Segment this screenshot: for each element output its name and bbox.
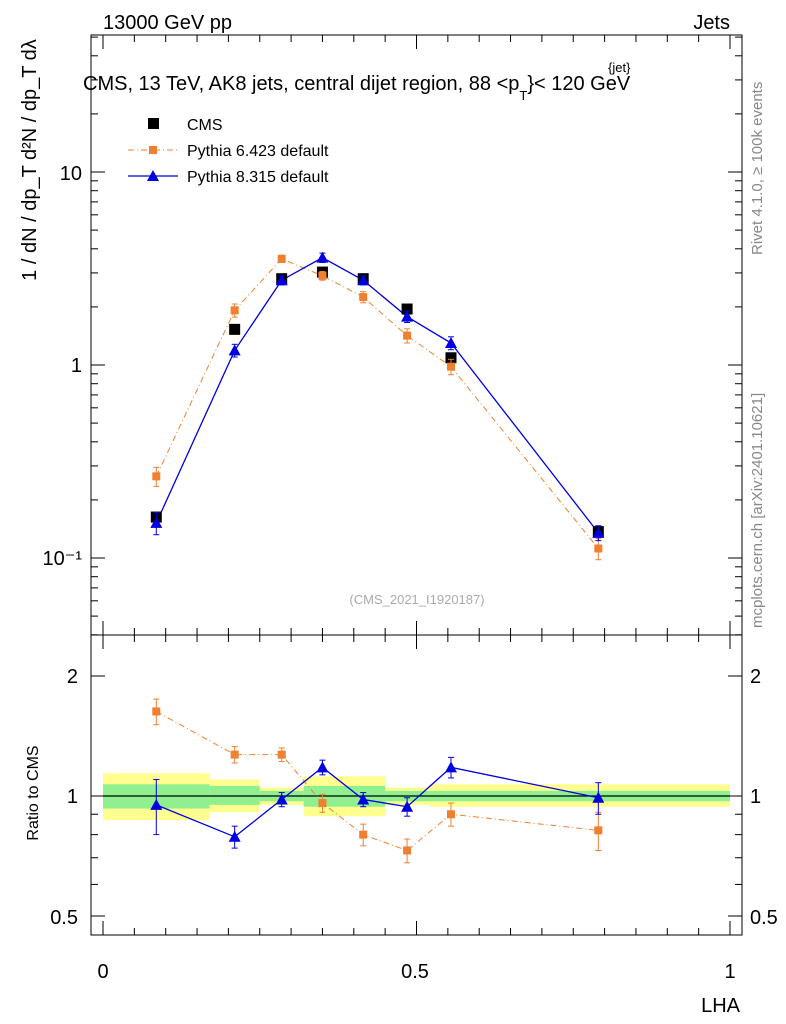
ratio-pythia6-point-4 (359, 830, 368, 839)
legend: CMS Pythia 6.423 default Pythia 8.315 de… (128, 117, 329, 186)
ratio-y-tick-label-0-5: 0.5 (50, 907, 78, 929)
ratio-y-tick-label-0-5-right: 0.5 (750, 907, 778, 929)
ratio-pythia8-point-6 (444, 761, 457, 773)
x-tick-label-0: 0 (97, 961, 108, 983)
x-tick-label-0-5: 0.5 (401, 961, 429, 983)
pythia6-point-1 (230, 306, 239, 315)
title-tail: }< 120 GeV (527, 73, 631, 95)
pythia8-point-4 (357, 274, 370, 286)
rivet-version-text: Rivet 4.1.0, ≥ 100k events (749, 82, 766, 255)
ratio-pythia8-point-2 (275, 793, 288, 805)
ratio-y-tick-label-1-right: 1 (750, 786, 761, 808)
series-line-pythia6 (155, 258, 599, 549)
ratio-pythia6-point-2 (277, 750, 286, 759)
pythia6-point-4 (359, 293, 368, 302)
ratio-pythia6-point-5 (403, 846, 412, 855)
legend-marker-pythia6 (149, 146, 157, 154)
y-tick-label-10: 10 (60, 163, 82, 185)
ratio-pythia8-point-7 (592, 791, 605, 803)
ratio-line-pythia8 (156, 766, 599, 838)
pythia6-point-5 (403, 331, 412, 340)
ratio-pythia6-point-0 (152, 707, 161, 716)
title-main: CMS, 13 TeV, AK8 jets, central dijet reg… (83, 73, 519, 95)
ratio-pythia6-point-7 (594, 826, 603, 835)
pythia8-point-2 (275, 274, 288, 286)
analysis-watermark: (CMS_2021_I1920187) (349, 592, 484, 607)
pythia6-point-2 (277, 254, 286, 263)
ratio-y-tick-label-2: 2 (67, 666, 78, 688)
y-tick-label-1: 1 (71, 355, 82, 377)
cms-point-5 (401, 303, 413, 315)
pythia8-point-7 (592, 526, 605, 538)
cms-point-1 (229, 323, 241, 335)
pythia6-point-3 (318, 271, 327, 280)
ratio-pythia8-point-0 (150, 798, 163, 810)
pythia6-point-6 (446, 362, 455, 371)
plot-title: CMS, 13 TeV, AK8 jets, central dijet reg… (83, 60, 631, 103)
data-marks (150, 251, 605, 864)
pythia8-point-6 (444, 337, 457, 349)
title-sup: {jet} (608, 60, 631, 75)
header-category: Jets (693, 12, 730, 34)
pythia6-point-0 (152, 472, 161, 481)
ratio-pythia8-point-3 (316, 761, 329, 773)
ratio-pythia6-point-3 (318, 799, 327, 808)
x-axis-label: LHA (701, 995, 741, 1017)
series-line-pythia8 (155, 256, 599, 534)
pythia8-point-1 (228, 344, 241, 356)
mcplots-reference-text: mcplots.cern.ch [arXiv:2401.10621] (749, 393, 766, 628)
title-sub: T (519, 88, 527, 103)
legend-marker-cms (148, 118, 159, 129)
main-y-axis-label: 1 / dN / dp_T d²N / dp_T dλ (19, 39, 41, 281)
cms-point-6 (445, 352, 457, 364)
ratio-pythia8-point-5 (401, 800, 414, 812)
header-energy: 13000 GeV pp (103, 12, 232, 34)
ratio-y-tick-label-2-right: 2 (750, 666, 761, 688)
band-green-1 (209, 785, 260, 805)
legend-label-cms: CMS (187, 117, 223, 134)
ratio-pythia8-point-1 (228, 830, 241, 842)
ratio-uncertainty-bands (103, 773, 730, 821)
legend-marker-pythia8 (147, 170, 159, 181)
legend-label-pythia6: Pythia 6.423 default (187, 143, 329, 160)
x-tick-label-1: 1 (724, 961, 735, 983)
main-y-axis-label-text: 1 / dN / dp_T d²N / dp_T dλ (19, 39, 41, 281)
ratio-pythia6-point-6 (446, 810, 455, 819)
ratio-pythia6-point-1 (230, 750, 239, 759)
pythia8-point-5 (401, 310, 414, 322)
axis-ticks (91, 35, 742, 935)
legend-label-pythia8: Pythia 8.315 default (187, 169, 329, 186)
pythia6-point-7 (594, 544, 603, 553)
y-tick-label-0-1: 10⁻¹ (43, 548, 83, 570)
ratio-y-axis-label: Ratio to CMS (25, 745, 42, 840)
plot-title-main: CMS, 13 TeV, AK8 jets, central dijet reg… (83, 73, 631, 103)
pythia8-point-0 (150, 516, 163, 528)
pythia8-point-3 (316, 251, 329, 263)
ratio-line-pythia6 (156, 710, 599, 852)
ratio-pythia8-point-4 (357, 793, 370, 805)
ratio-y-tick-label-1: 1 (67, 786, 78, 808)
